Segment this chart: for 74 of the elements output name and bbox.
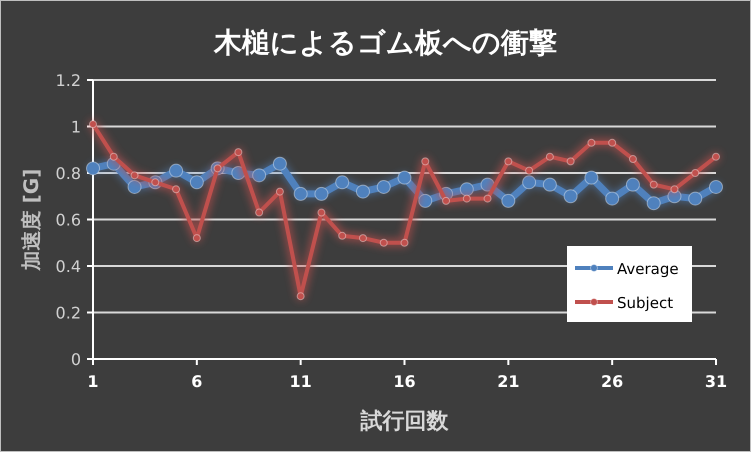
point [525, 166, 534, 175]
point [421, 157, 430, 166]
y-tick-label: 0.4 [56, 257, 81, 276]
point [462, 194, 471, 203]
point [670, 185, 678, 194]
x-tick-label: 6 [191, 372, 202, 391]
point [89, 120, 97, 128]
point [542, 178, 557, 192]
x-tick-label: 31 [704, 372, 728, 391]
point [272, 156, 287, 171]
point [418, 194, 432, 208]
y-tick-label: 0 [70, 350, 81, 369]
y-tick-label: 0.2 [56, 304, 81, 322]
point [338, 232, 346, 240]
point [688, 192, 702, 206]
point [314, 186, 328, 201]
point [169, 164, 184, 178]
point [231, 166, 246, 180]
point [380, 238, 388, 247]
point [317, 208, 326, 217]
point [564, 189, 578, 204]
point [584, 170, 598, 185]
point [130, 171, 139, 180]
point [587, 138, 596, 147]
point [128, 180, 142, 194]
point [522, 175, 536, 190]
point [356, 184, 370, 199]
point [712, 152, 720, 161]
y-tick-label: 1.2 [56, 71, 81, 90]
point [234, 148, 242, 156]
x-tick-label: 1 [87, 372, 99, 391]
point [628, 155, 637, 164]
point [605, 192, 620, 206]
point [691, 169, 700, 177]
point [546, 152, 554, 161]
point [646, 196, 661, 210]
x-axis-title: 試行回数 [360, 409, 450, 434]
point [358, 234, 367, 242]
point [400, 238, 408, 247]
x-tick-label: 26 [601, 372, 624, 391]
point [335, 175, 350, 190]
point [566, 157, 575, 166]
point [709, 180, 723, 194]
point [190, 175, 204, 190]
point [86, 161, 100, 176]
y-axis-title: 加速度 [G] [19, 168, 43, 272]
y-tick-label: 0.8 [56, 164, 81, 183]
point [626, 178, 640, 192]
point [484, 194, 492, 203]
point [192, 234, 201, 242]
point [608, 138, 616, 147]
point [398, 170, 412, 185]
x-tick-label: 11 [290, 372, 312, 391]
point [504, 157, 512, 166]
point [172, 185, 180, 194]
point [501, 194, 516, 208]
y-tick-label: 0.6 [56, 210, 81, 230]
point [276, 188, 284, 196]
legend-label: Average [617, 260, 679, 278]
point [376, 180, 391, 194]
point [480, 178, 495, 192]
point [294, 186, 308, 201]
legend-label: Subject [617, 294, 674, 312]
x-tick-label: 21 [497, 372, 520, 391]
point [110, 152, 118, 161]
chart-title: 木槌によるゴム板への衝撃 [213, 26, 557, 59]
point [252, 168, 266, 182]
point [650, 180, 658, 189]
y-tick-label: 1 [70, 118, 81, 136]
point [442, 196, 450, 205]
point [460, 182, 474, 196]
x-tick-label: 16 [393, 372, 416, 391]
point [255, 208, 264, 217]
point [296, 292, 305, 300]
